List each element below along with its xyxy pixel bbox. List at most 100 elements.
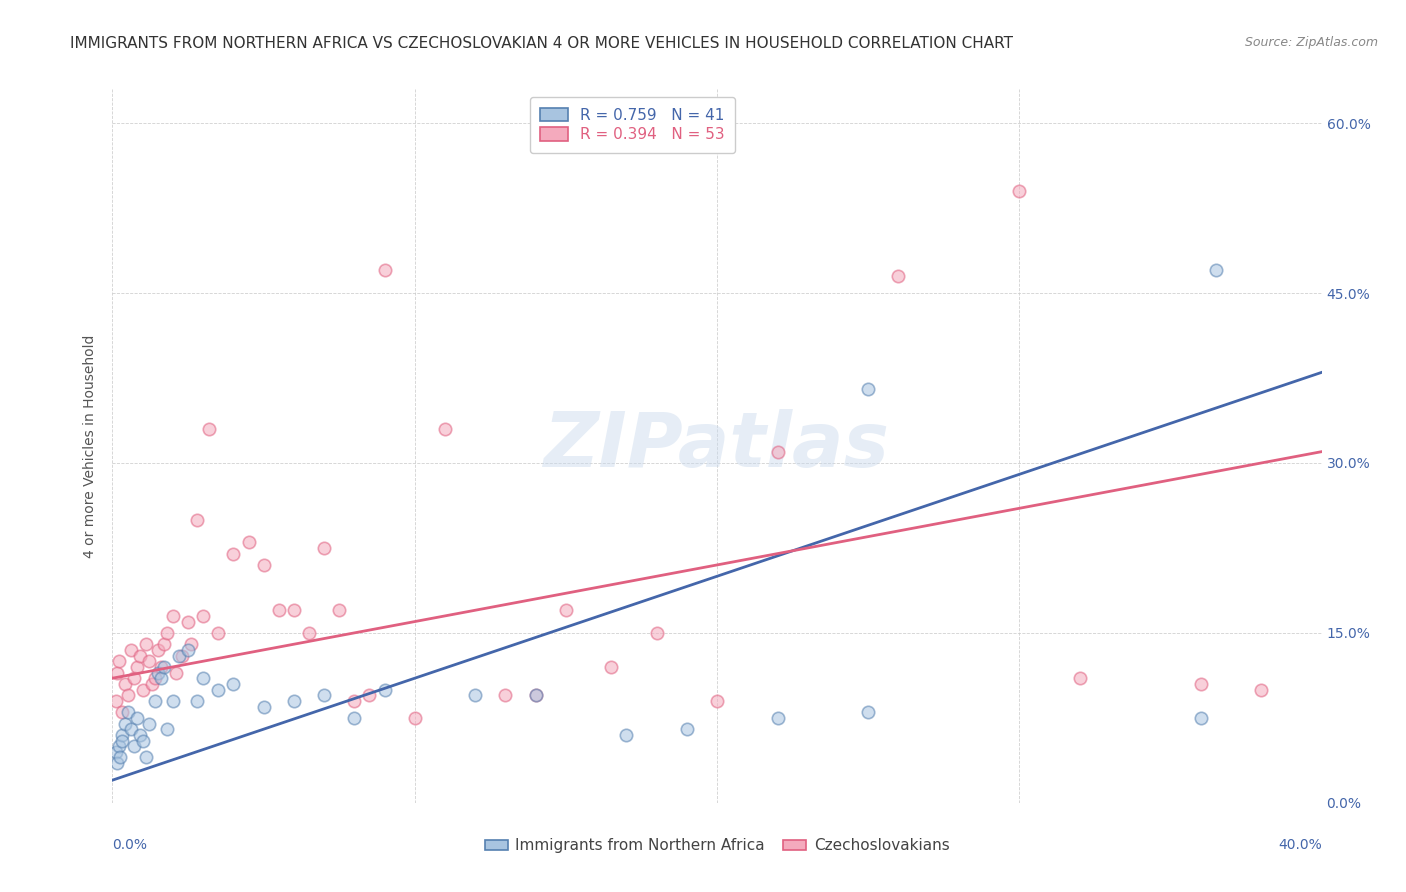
Point xyxy=(107,739,129,754)
Text: ZIPatlas: ZIPatlas xyxy=(544,409,890,483)
Point xyxy=(180,637,202,651)
Point xyxy=(198,422,221,436)
Point xyxy=(117,705,139,719)
Point xyxy=(1250,682,1272,697)
Point xyxy=(122,671,145,685)
Point xyxy=(167,648,190,663)
Point xyxy=(165,665,187,680)
Point xyxy=(138,716,160,731)
Point xyxy=(283,603,305,617)
Point xyxy=(135,637,157,651)
Point xyxy=(766,711,789,725)
Point xyxy=(283,694,305,708)
Point xyxy=(1189,711,1212,725)
Point xyxy=(645,626,668,640)
Point xyxy=(177,643,200,657)
Point xyxy=(125,711,148,725)
Point xyxy=(495,688,517,702)
Point xyxy=(374,682,396,697)
Point xyxy=(108,750,131,764)
Point xyxy=(267,603,290,617)
Point xyxy=(706,694,728,708)
Point xyxy=(343,694,366,708)
Point xyxy=(141,677,163,691)
Point xyxy=(120,643,142,657)
Point xyxy=(156,626,179,640)
Point xyxy=(117,688,139,702)
Point xyxy=(298,626,321,640)
Legend: Immigrants from Northern Africa, Czechoslovakians: Immigrants from Northern Africa, Czechos… xyxy=(478,832,956,859)
Point xyxy=(149,671,172,685)
Point xyxy=(143,671,166,685)
Point xyxy=(143,694,166,708)
Point xyxy=(153,637,176,651)
Point xyxy=(524,688,547,702)
Point xyxy=(858,383,880,397)
Point xyxy=(191,608,215,623)
Point xyxy=(314,688,336,702)
Point xyxy=(887,269,910,284)
Point xyxy=(105,665,128,680)
Text: 0.0%: 0.0% xyxy=(112,838,148,853)
Point xyxy=(616,728,638,742)
Point xyxy=(434,422,457,436)
Point xyxy=(125,660,148,674)
Point xyxy=(177,615,200,629)
Point xyxy=(120,722,142,736)
Point xyxy=(404,711,426,725)
Point xyxy=(1069,671,1091,685)
Point xyxy=(314,541,336,555)
Point xyxy=(207,682,229,697)
Point xyxy=(146,643,169,657)
Point xyxy=(105,756,128,771)
Point xyxy=(153,660,176,674)
Point xyxy=(104,745,127,759)
Point xyxy=(186,513,208,527)
Point xyxy=(238,535,260,549)
Point xyxy=(162,608,184,623)
Point xyxy=(156,722,179,736)
Point xyxy=(128,648,150,663)
Point xyxy=(343,711,366,725)
Point xyxy=(122,739,145,754)
Point xyxy=(128,728,150,742)
Point xyxy=(207,626,229,640)
Point xyxy=(135,750,157,764)
Point xyxy=(766,444,789,458)
Point xyxy=(146,665,169,680)
Point xyxy=(110,728,132,742)
Point xyxy=(222,547,245,561)
Point xyxy=(253,699,276,714)
Point xyxy=(600,660,623,674)
Y-axis label: 4 or more Vehicles in Household: 4 or more Vehicles in Household xyxy=(83,334,97,558)
Point xyxy=(170,648,193,663)
Point xyxy=(359,688,381,702)
Point xyxy=(107,654,129,668)
Point xyxy=(132,733,155,747)
Point xyxy=(676,722,699,736)
Point xyxy=(186,694,208,708)
Text: Source: ZipAtlas.com: Source: ZipAtlas.com xyxy=(1244,36,1378,49)
Point xyxy=(191,671,215,685)
Point xyxy=(1008,184,1031,198)
Point xyxy=(138,654,160,668)
Point xyxy=(110,733,132,747)
Point xyxy=(104,694,127,708)
Point xyxy=(554,603,576,617)
Text: IMMIGRANTS FROM NORTHERN AFRICA VS CZECHOSLOVAKIAN 4 OR MORE VEHICLES IN HOUSEHO: IMMIGRANTS FROM NORTHERN AFRICA VS CZECH… xyxy=(70,36,1014,51)
Point xyxy=(1205,263,1227,277)
Point xyxy=(1189,677,1212,691)
Point xyxy=(222,677,245,691)
Point xyxy=(328,603,350,617)
Text: 40.0%: 40.0% xyxy=(1278,838,1322,853)
Point xyxy=(132,682,155,697)
Point xyxy=(524,688,547,702)
Point xyxy=(162,694,184,708)
Point xyxy=(114,716,136,731)
Point xyxy=(149,660,172,674)
Point xyxy=(114,677,136,691)
Point xyxy=(858,705,880,719)
Point xyxy=(464,688,486,702)
Point xyxy=(253,558,276,572)
Point xyxy=(374,263,396,277)
